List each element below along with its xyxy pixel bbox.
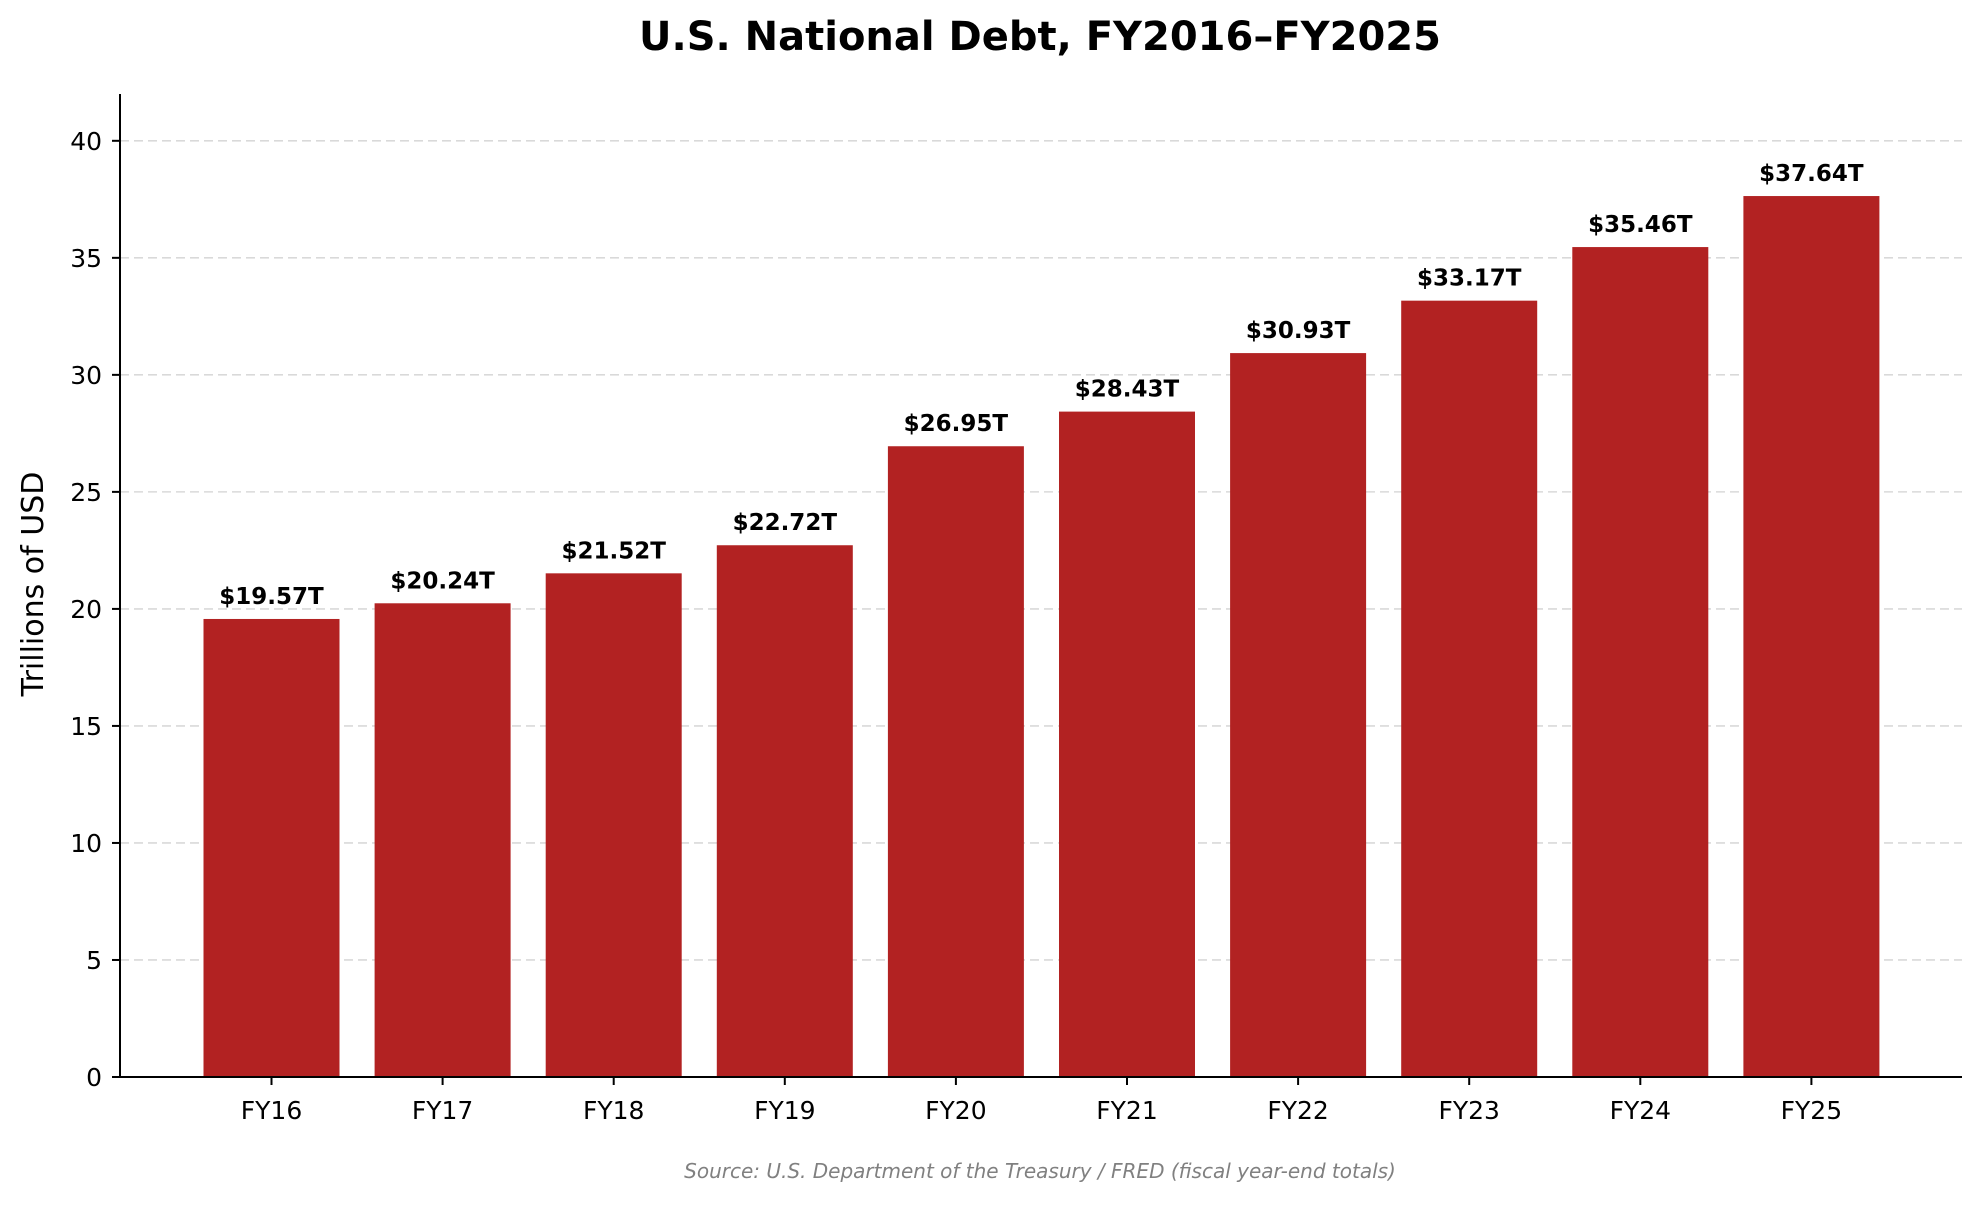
- x-tick-label: FY21: [1096, 1096, 1157, 1125]
- bar-value-label: $21.52T: [561, 538, 666, 564]
- bar-fy18: [545, 573, 682, 1077]
- x-tick-label: FY17: [412, 1096, 473, 1125]
- x-tick-label: FY20: [925, 1096, 986, 1125]
- bar-fy16: [203, 618, 340, 1077]
- bar-fy20: [887, 446, 1024, 1077]
- bar-fy25: [1743, 196, 1880, 1077]
- y-tick-label: 5: [86, 946, 102, 975]
- y-tick-label: 10: [70, 829, 102, 858]
- bar-value-label: $22.72T: [733, 510, 838, 536]
- y-axis-label: Trillions of USD: [16, 472, 51, 698]
- bar-value-label: $20.24T: [390, 568, 495, 594]
- x-tick-label: FY24: [1610, 1096, 1671, 1125]
- x-tick-label: FY23: [1438, 1096, 1499, 1125]
- y-tick-label: 15: [70, 712, 102, 741]
- bar-fy19: [716, 545, 853, 1077]
- x-tick-label: FY19: [754, 1096, 815, 1125]
- y-tick-label: 20: [70, 595, 102, 624]
- y-tick-label: 40: [70, 127, 102, 156]
- x-tick-label: FY22: [1267, 1096, 1328, 1125]
- bar-fy21: [1059, 411, 1195, 1077]
- y-tick-label: 35: [70, 244, 102, 273]
- y-tick-label: 0: [86, 1063, 102, 1092]
- y-tick-label: 25: [70, 478, 102, 507]
- bar-fy22: [1230, 353, 1367, 1078]
- bar-fy17: [374, 603, 511, 1077]
- chart-title: U.S. National Debt, FY2016–FY2025: [639, 14, 1441, 60]
- bar-value-label: $37.64T: [1759, 161, 1864, 187]
- y-axis-ticks: 0 5 10 15 20 25 30 35 40: [70, 127, 120, 1092]
- x-axis-ticks: FY16 FY17 FY18 FY19 FY20 FY21 FY22 FY23 FY24 FY25: [241, 1077, 1842, 1125]
- bar-value-label: $28.43T: [1075, 377, 1180, 403]
- bar-fy24: [1572, 247, 1709, 1077]
- x-tick-label: FY16: [241, 1096, 302, 1125]
- bar-value-label: $30.93T: [1246, 318, 1351, 344]
- bar-value-label: $26.95T: [904, 411, 1009, 437]
- bar-value-label: $35.46T: [1588, 212, 1693, 238]
- bar-value-label: $33.17T: [1417, 266, 1522, 292]
- x-tick-label: FY25: [1781, 1096, 1842, 1125]
- source-note: Source: U.S. Department of the Treasury …: [684, 1159, 1396, 1183]
- bar-fy23: [1401, 300, 1538, 1077]
- x-tick-label: FY18: [583, 1096, 644, 1125]
- bars: [203, 196, 1880, 1078]
- bar-value-label: $19.57T: [219, 584, 324, 610]
- bar-value-labels: $19.57T $20.24T $21.52T $22.72T $26.95T $28.4…: [219, 161, 1864, 610]
- y-tick-label: 30: [70, 361, 102, 390]
